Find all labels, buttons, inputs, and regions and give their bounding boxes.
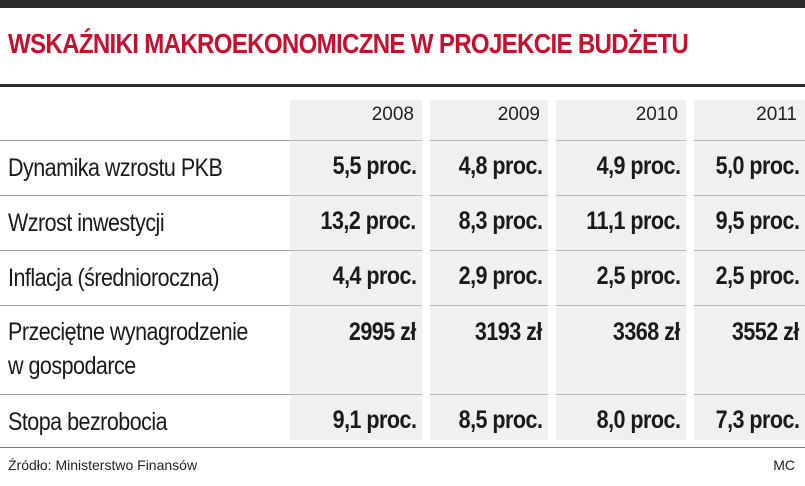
cell-gdp-2008: 5,5 proc. (332, 152, 416, 180)
title-rule (0, 84, 805, 87)
row-separator (0, 195, 290, 196)
source-note: Źródło: Ministerstwo Finansów (8, 457, 198, 473)
row-label-average-wage-line2: w gospodarce (8, 352, 136, 380)
cell-investment-2010: 11,1 proc. (585, 207, 681, 235)
row-separator (0, 140, 290, 141)
row-separator (430, 195, 548, 196)
row-separator (694, 305, 805, 306)
row-separator (694, 394, 805, 395)
table-title: WSKAŹNIKI MAKROEKONOMICZNE W PROJEKCIE B… (8, 28, 689, 59)
row-label-unemployment-rate: Stopa bezrobocia (8, 408, 168, 436)
row-label-investment-growth: Wzrost inwestycji (8, 209, 165, 237)
year-header-2008: 2008 (371, 104, 414, 125)
cell-wage-2010: 3368 zł (613, 318, 680, 346)
row-label-inflation: Inflacja (średnioroczna) (8, 264, 220, 292)
year-header-2010: 2010 (635, 104, 678, 125)
cell-gdp-2010: 4,9 proc. (596, 152, 680, 180)
cell-investment-2008: 13,2 proc. (320, 207, 417, 235)
row-separator (556, 394, 686, 395)
row-separator (694, 195, 805, 196)
row-separator (430, 140, 548, 141)
row-separator (556, 195, 686, 196)
cell-unemployment-2010: 8,0 proc. (596, 406, 680, 434)
row-separator (290, 305, 422, 306)
cell-unemployment-2011: 7,3 proc. (715, 406, 799, 434)
row-separator (290, 250, 422, 251)
column-2009-background (430, 100, 548, 440)
bottom-rule (0, 447, 805, 448)
cell-inflation-2011: 2,5 proc. (715, 262, 799, 290)
row-separator (430, 305, 548, 306)
cell-wage-2008: 2995 zł (349, 318, 416, 346)
cell-gdp-2009: 4,8 proc. (458, 152, 542, 180)
cell-wage-2009: 3193 zł (475, 318, 542, 346)
row-separator (0, 305, 290, 306)
year-header-2009: 2009 (497, 104, 540, 125)
row-separator (556, 140, 686, 141)
row-separator (694, 140, 805, 141)
row-separator (290, 140, 422, 141)
row-separator (694, 250, 805, 251)
year-header-2011: 2011 (756, 104, 797, 125)
author-credit: MC (773, 457, 795, 473)
row-separator (430, 250, 548, 251)
column-2008-background (290, 100, 422, 440)
cell-gdp-2011: 5,0 proc. (715, 152, 799, 180)
cell-unemployment-2008: 9,1 proc. (332, 406, 416, 434)
cell-inflation-2008: 4,4 proc. (332, 262, 416, 290)
cell-unemployment-2009: 8,5 proc. (458, 406, 542, 434)
cell-wage-2011: 3552 zł (732, 318, 799, 346)
column-2011-background (694, 100, 805, 440)
row-separator (290, 394, 422, 395)
column-2010-background (556, 100, 686, 440)
row-label-average-wage-line1: Przeciętne wynagrodzenie (8, 318, 248, 346)
row-separator (0, 250, 290, 251)
cell-inflation-2009: 2,9 proc. (458, 262, 542, 290)
row-separator (290, 195, 422, 196)
row-separator (556, 250, 686, 251)
cell-investment-2009: 8,3 proc. (458, 207, 542, 235)
row-separator (0, 394, 290, 395)
cell-investment-2011: 9,5 proc. (715, 207, 799, 235)
row-label-gdp-growth: Dynamika wzrostu PKB (8, 154, 223, 182)
top-bar (0, 0, 805, 8)
row-separator (556, 305, 686, 306)
row-separator (430, 394, 548, 395)
cell-inflation-2010: 2,5 proc. (596, 262, 680, 290)
